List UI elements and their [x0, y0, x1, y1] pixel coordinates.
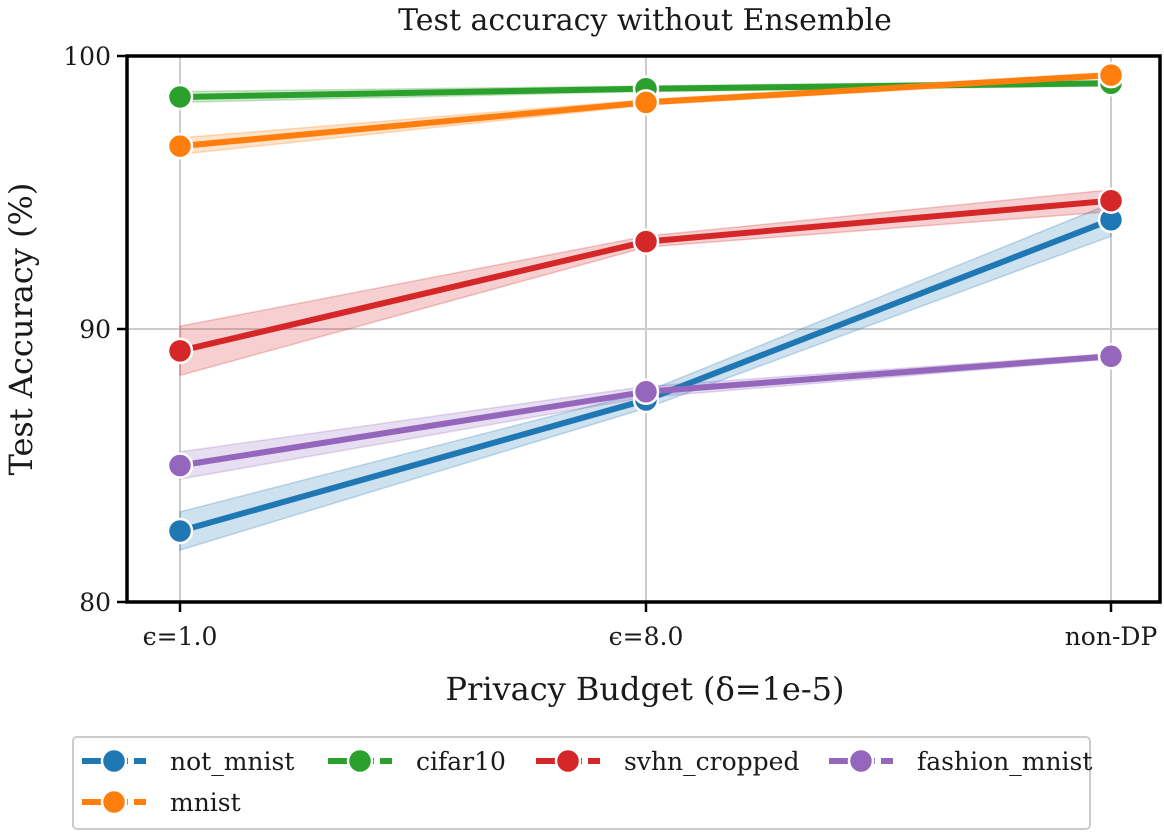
- y-tick-label: 90: [79, 315, 111, 344]
- legend-label-cifar10: cifar10: [416, 747, 506, 776]
- ticks: ϵ=1.0 ϵ=8.0 non-DP 80 90 100: [63, 42, 1157, 651]
- x-axis-label: Privacy Budget (δ=1e-5): [446, 670, 845, 708]
- series-markers: [166, 61, 1125, 545]
- y-tick-label: 80: [79, 588, 111, 617]
- point-fashion_mnist: [166, 452, 194, 479]
- legend-marker-not_mnist: [100, 747, 128, 775]
- x-tick-label: ϵ=8.0: [609, 622, 684, 651]
- legend-marker-cifar10: [346, 747, 374, 775]
- x-tick-label: ϵ=1.0: [143, 622, 218, 651]
- legend-marker-fashion_mnist: [847, 747, 875, 775]
- legend-label-fashion_mnist: fashion_mnist: [917, 747, 1092, 776]
- legend-label-mnist: mnist: [170, 788, 241, 817]
- point-svhn_cropped: [632, 228, 660, 255]
- chart-title: Test accuracy without Ensemble: [398, 3, 892, 38]
- point-mnist: [1097, 61, 1125, 89]
- legend-marker-svhn_cropped: [554, 747, 582, 775]
- point-not_mnist: [166, 517, 194, 545]
- point-cifar10: [166, 83, 194, 111]
- point-mnist: [166, 132, 194, 160]
- point-fashion_mnist: [1097, 343, 1125, 370]
- y-tick-label: 100: [63, 42, 111, 71]
- point-fashion_mnist: [632, 378, 660, 406]
- y-axis-label: Test Accuracy (%): [2, 183, 40, 476]
- point-svhn_cropped: [166, 337, 194, 365]
- point-mnist: [632, 89, 660, 116]
- legend-label-svhn_cropped: svhn_cropped: [624, 747, 799, 776]
- legend-marker-mnist: [100, 788, 128, 816]
- legend: not_mnist cifar10 svhn_cropped fashion_mnis…: [72, 736, 1092, 830]
- legend-label-not_mnist: not_mnist: [170, 747, 294, 776]
- x-tick-label: non-DP: [1065, 622, 1158, 651]
- point-svhn_cropped: [1097, 187, 1125, 214]
